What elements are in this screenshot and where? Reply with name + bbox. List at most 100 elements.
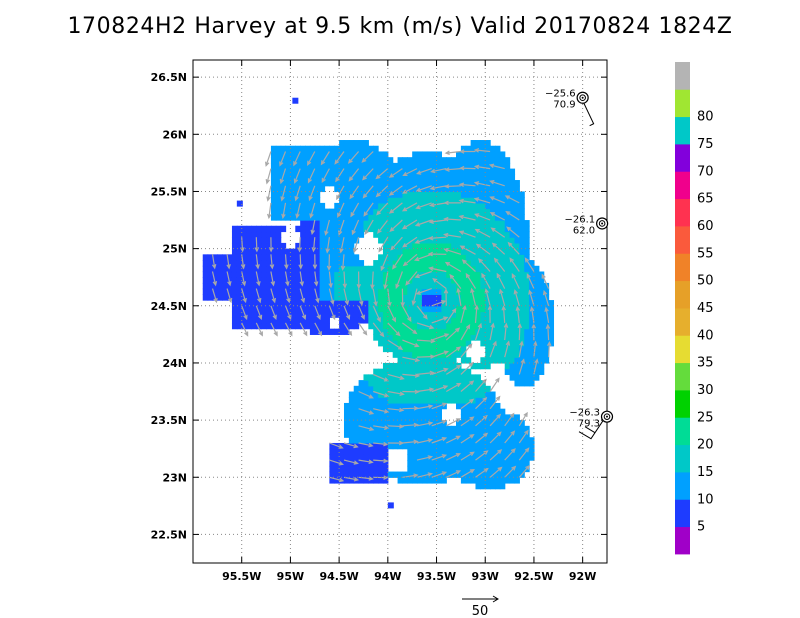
wind-speed-cell [236, 317, 243, 324]
wind-speed-cell [319, 237, 326, 244]
wind-speed-cell [431, 351, 438, 358]
wind-speed-cell [460, 191, 467, 198]
wind-speed-cell [343, 311, 350, 318]
wind-speed-cell [373, 271, 379, 278]
wind-speed-cell [436, 328, 442, 335]
wind-speed-cell [222, 265, 228, 273]
wind-vector-arrow [349, 185, 360, 200]
wind-speed-cell [387, 317, 394, 324]
wind-speed-cell [519, 288, 525, 295]
wind-speed-cell [373, 225, 379, 233]
wind-speed-cell [480, 362, 486, 370]
wind-speed-cell [436, 442, 442, 450]
wind-speed-cell [392, 408, 399, 415]
wind-speed-cell [261, 282, 267, 290]
wind-speed-cell [290, 151, 296, 158]
wind-speed-cell [490, 294, 496, 301]
wind-speed-cell [475, 265, 481, 273]
wind-vector-arrow [255, 288, 262, 304]
wind-speed-cell [436, 214, 442, 221]
wind-speed-cell [465, 202, 472, 210]
wind-speed-cell [314, 180, 321, 187]
wind-speed-cell [480, 185, 486, 193]
wind-speed-cell [373, 282, 379, 290]
wind-speed-cell [465, 294, 472, 301]
wind-speed-cell [353, 300, 360, 307]
wind-speed-cell [529, 362, 535, 370]
wind-speed-cell [529, 368, 535, 375]
wind-speed-cell [460, 225, 467, 233]
wind-speed-cell [509, 225, 516, 233]
wind-speed-cell [441, 220, 447, 227]
wind-speed-cell [465, 208, 472, 215]
wind-speed-cell [519, 380, 525, 387]
wind-speed-cell [358, 305, 365, 313]
wind-speed-cell [499, 168, 506, 175]
wind-speed-cell [392, 260, 399, 267]
wind-speed-cell [231, 288, 238, 295]
wind-speed-cell [460, 168, 467, 175]
colorbar-label: 65 [697, 192, 714, 207]
wind-speed-cell [421, 408, 428, 415]
wind-speed-cell [509, 374, 516, 381]
wind-speed-cell [446, 362, 452, 370]
wind-speed-cell [402, 254, 408, 261]
wind-speed-cell [368, 477, 374, 484]
wind-speed-cell [280, 277, 287, 284]
wind-speed-cell [499, 482, 506, 490]
wind-speed-cell [475, 477, 481, 484]
wind-vector-arrow [414, 270, 432, 279]
wind-speed-cell [300, 271, 306, 278]
wind-speed-cell [387, 391, 394, 398]
wind-vector-arrow [456, 287, 462, 306]
wind-speed-cell [329, 242, 335, 250]
wind-speed-cell [485, 202, 491, 210]
wind-speed-cell [353, 197, 360, 204]
wind-speed-cell [236, 282, 243, 290]
wind-vector-arrow [445, 346, 462, 358]
wind-speed-cell [353, 140, 360, 147]
wind-speed-cell [470, 225, 477, 233]
wind-vector-arrow [226, 254, 231, 270]
wind-speed-cell [460, 431, 467, 438]
wind-speed-cell [470, 362, 477, 370]
wind-speed-cell [519, 425, 525, 433]
wind-speed-cell [339, 317, 345, 324]
wind-vector-arrow [270, 322, 278, 337]
wind-speed-cell [514, 437, 520, 444]
wind-speed-cell [382, 334, 389, 341]
wind-speed-cell [465, 380, 472, 387]
wind-speed-cell [339, 271, 345, 278]
wind-speed-cell [460, 237, 467, 244]
wind-speed-cell [295, 225, 301, 233]
wind-speed-cell [490, 328, 496, 335]
wind-speed-cell [509, 454, 516, 461]
wind-speed-cell [465, 248, 472, 255]
wind-speed-cell [465, 425, 472, 433]
wind-speed-cell [270, 322, 277, 330]
wind-speed-cell [324, 180, 330, 187]
wind-vector-arrow [342, 271, 348, 289]
wind-speed-cell [290, 162, 296, 170]
wind-speed-cell [397, 442, 404, 450]
wind-speed-cell [368, 465, 374, 473]
wind-speed-cell [407, 197, 413, 204]
wind-speed-cell [407, 208, 413, 215]
wind-speed-cell [339, 202, 345, 210]
wind-speed-cell [480, 460, 486, 467]
wind-vector-arrow [458, 182, 476, 188]
wind-speed-cell [451, 374, 457, 381]
wind-speed-cell [499, 277, 506, 284]
wind-vector-arrow [343, 476, 360, 482]
wind-speed-cell [397, 214, 404, 221]
wind-speed-cell [407, 157, 413, 164]
colorbar-label: 20 [697, 438, 714, 453]
wind-speed-cell [499, 437, 506, 444]
wind-speed-cell [363, 431, 369, 438]
wind-speed-cell [490, 168, 496, 175]
wind-speed-cell [348, 237, 355, 244]
wind-speed-cell [529, 357, 535, 364]
wind-speed-cell [309, 317, 316, 324]
wind-speed-cell [319, 260, 326, 267]
wind-speed-cell [417, 277, 423, 284]
